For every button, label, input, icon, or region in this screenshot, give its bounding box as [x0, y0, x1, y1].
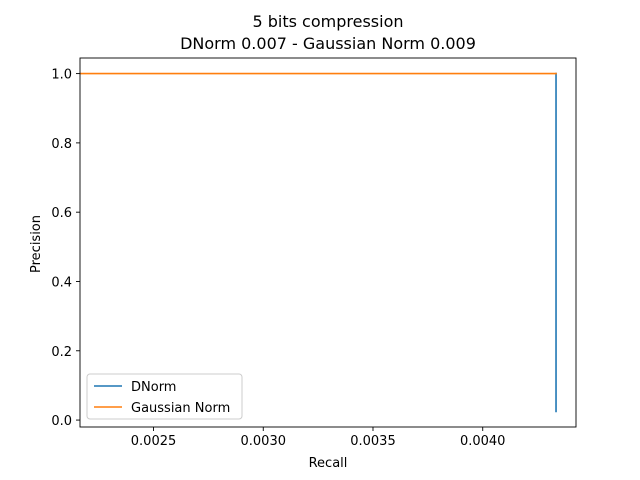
y-tick-label: 0.4: [51, 275, 72, 290]
y-axis-label: Precision: [29, 215, 44, 273]
chart-title: 5 bits compression: [252, 12, 403, 31]
axes-frame: [79, 57, 577, 428]
y-tick-label: 1.0: [51, 68, 72, 83]
x-tick-label: 0.0040: [460, 434, 506, 449]
y-tick-label: 0.0: [51, 414, 72, 429]
y-tick-label: 0.8: [51, 137, 72, 152]
legend-label-dnorm: DNorm: [131, 380, 176, 395]
x-tick-label: 0.0035: [350, 434, 396, 449]
x-tick-label: 0.0030: [241, 434, 287, 449]
y-tick-label: 0.6: [51, 206, 72, 221]
chart-subtitle: DNorm 0.007 - Gaussian Norm 0.009: [180, 34, 476, 53]
legend-label-gaussian-norm: Gaussian Norm: [131, 401, 230, 416]
plot-area: 0.0025 0.0030 0.0035 0.0040 0.0 0.2 0.4 0.6 0.8 1…: [51, 57, 577, 449]
legend: DNorm Gaussian Norm: [86, 373, 243, 420]
legend-box: [86, 373, 243, 420]
x-tick-label: 0.0025: [131, 434, 177, 449]
y-tick-label: 0.2: [51, 345, 72, 360]
x-axis-label: Recall: [309, 456, 348, 471]
